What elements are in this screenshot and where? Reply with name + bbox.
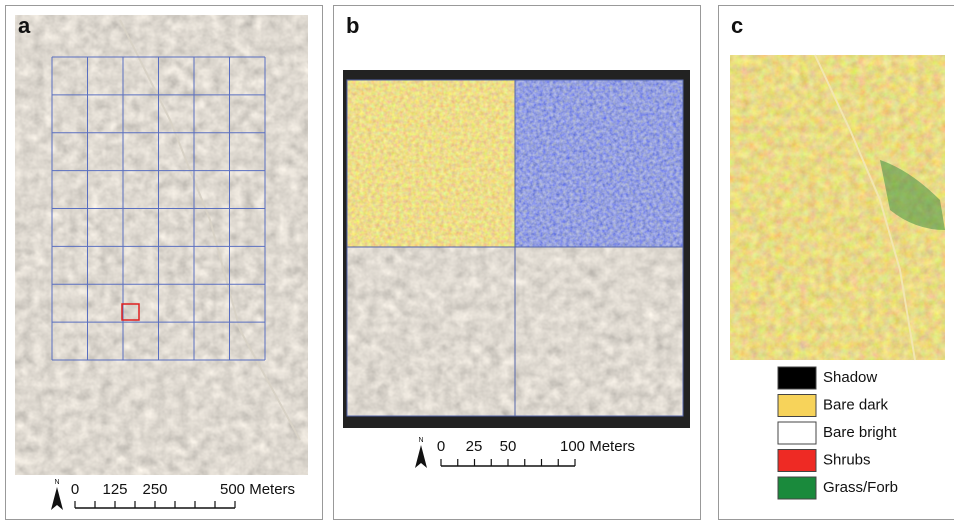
legend-swatch <box>778 395 816 417</box>
figure: a b c N 0 125 250 500 Meters N 0 25 50 1… <box>0 0 954 523</box>
scale-label: 100 Meters <box>560 438 635 455</box>
legend-label: Shrubs <box>823 451 871 468</box>
scale-label: 500 Meters <box>220 481 295 498</box>
north-arrow <box>51 487 63 510</box>
panel-label: b <box>346 13 359 38</box>
scale-label: 0 <box>437 438 445 455</box>
north-label: N <box>54 479 59 486</box>
legend: Shadow Bare dark Bare bright Shrubs Grass/Fo… <box>778 367 898 499</box>
mosaic-image <box>15 15 308 475</box>
classified-image <box>730 55 945 360</box>
legend-swatch <box>778 477 816 499</box>
ndvi-quadrant <box>515 80 683 247</box>
legend-label: Bare dark <box>823 396 889 413</box>
scale-label: 50 <box>500 438 517 455</box>
scale-label: 125 <box>102 481 127 498</box>
legend-swatch <box>778 450 816 472</box>
panel-label: c <box>731 13 743 38</box>
legend-swatch <box>778 422 816 444</box>
legend-label: Shadow <box>823 369 877 386</box>
panel-label: a <box>18 13 31 38</box>
legend-label: Grass/Forb <box>823 479 898 496</box>
classified-quadrant <box>347 80 515 247</box>
north-arrow <box>415 445 427 468</box>
legend-label: Bare bright <box>823 424 897 441</box>
scale-bar <box>75 501 235 508</box>
scale-label: 250 <box>142 481 167 498</box>
legend-swatch <box>778 367 816 389</box>
scale-bar <box>441 459 575 466</box>
scale-label: 25 <box>466 438 483 455</box>
north-label: N <box>418 437 423 444</box>
scale-label: 0 <box>71 481 79 498</box>
